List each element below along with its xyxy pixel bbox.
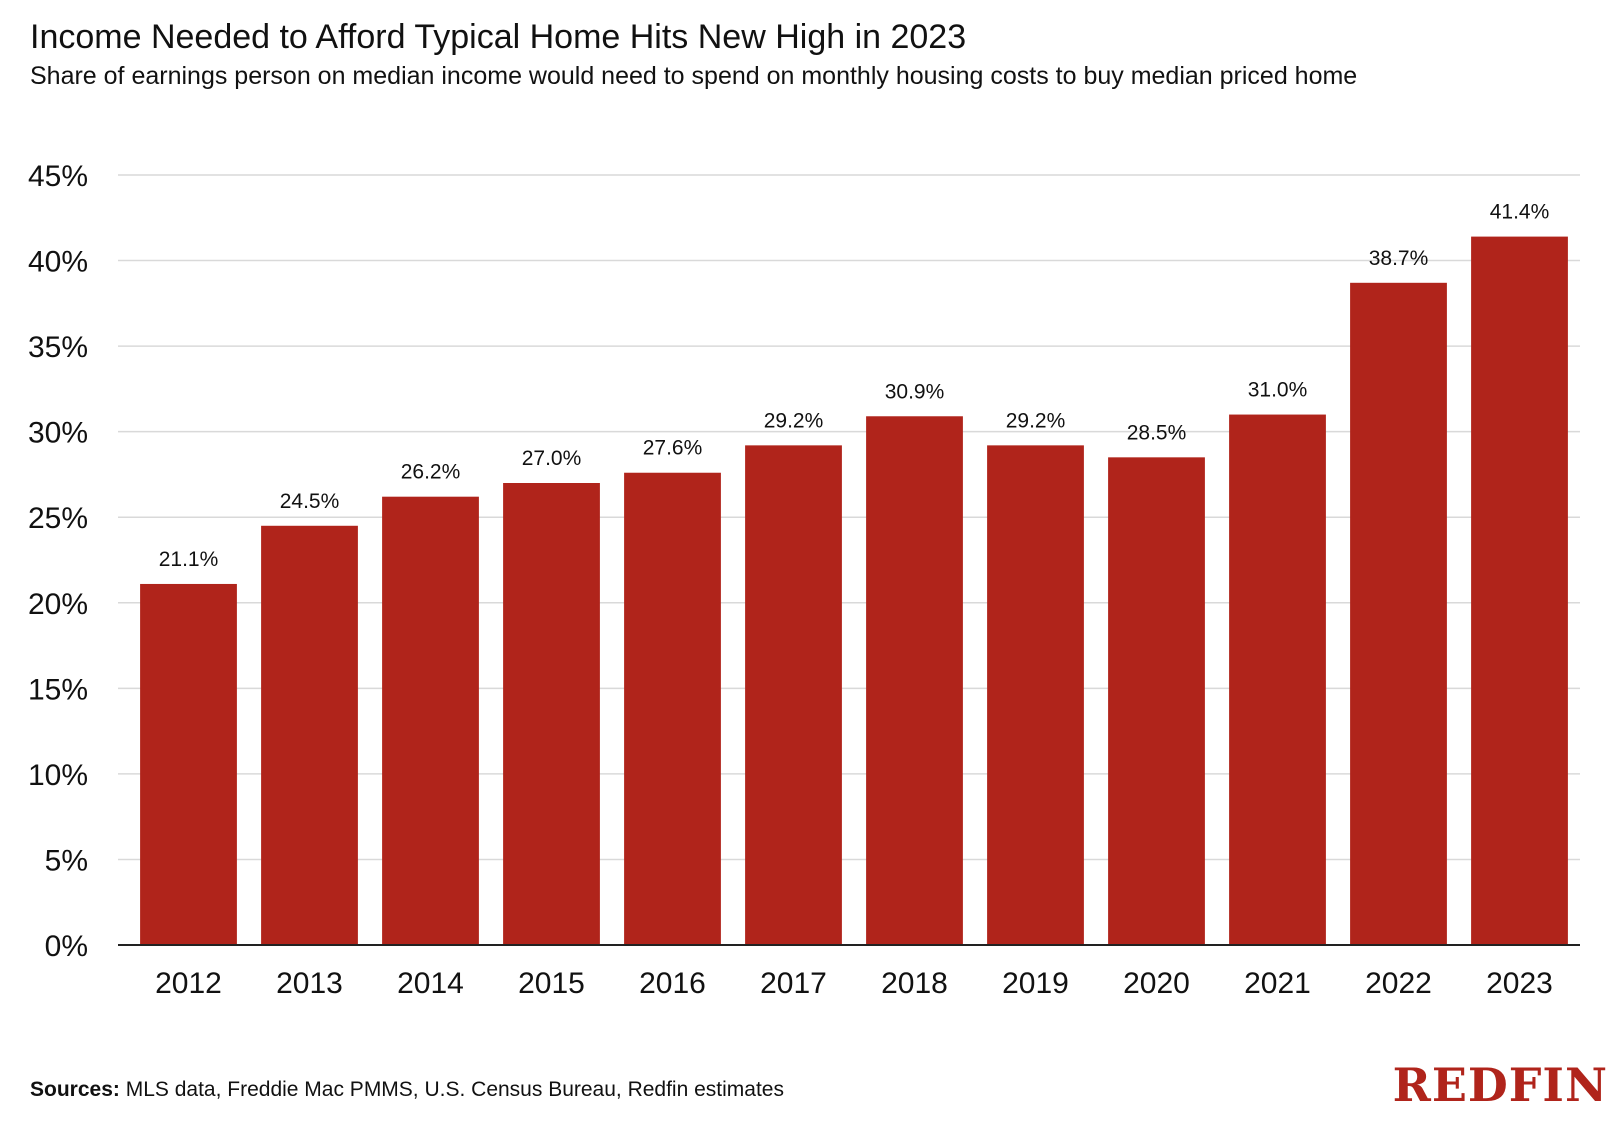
data-label-2020: 28.5% [1127, 421, 1187, 444]
chart-subtitle: Share of earnings person on median incom… [30, 62, 1358, 90]
x-tick-label-2014: 2014 [397, 967, 464, 1000]
bar-2013 [261, 525, 358, 945]
data-label-2019: 29.2% [1006, 409, 1066, 432]
bar-2022 [1350, 282, 1447, 945]
y-tick-label: 45% [28, 160, 88, 193]
y-tick-label: 10% [28, 759, 88, 792]
y-tick-label: 5% [45, 844, 88, 877]
y-tick-label: 30% [28, 417, 88, 450]
x-axis-labels: 2012 2013 2014 2015 2016 2017 2018 2019 2020 2021… [155, 967, 1553, 1000]
x-tick-label-2017: 2017 [760, 967, 827, 1000]
x-tick-label-2019: 2019 [1002, 967, 1069, 1000]
x-tick-label-2018: 2018 [881, 967, 948, 1000]
bar-chart: 0%5%10%15%20%25%30%35%40%45% 21.1%24.5%2… [28, 160, 1580, 1000]
y-tick-label: 0% [45, 930, 88, 963]
gridlines [118, 174, 1580, 861]
x-tick-label-2016: 2016 [639, 967, 706, 1000]
x-tick-label-2022: 2022 [1365, 967, 1432, 1000]
bar-2020 [1108, 457, 1205, 945]
bar-2012 [140, 583, 237, 945]
data-label-2022: 38.7% [1369, 247, 1429, 270]
x-tick-label-2021: 2021 [1244, 967, 1311, 1000]
bar-2015 [503, 483, 600, 945]
bar-2018 [866, 416, 963, 945]
data-label-2018: 30.9% [885, 380, 945, 403]
redfin-logo: REDFIN [1392, 1058, 1608, 1112]
y-axis-ticks: 0% 5% 10% 15% 20% 25% 30% 35% 40% 45% [28, 160, 88, 963]
data-label-2013: 24.5% [280, 490, 340, 513]
bar-2019 [987, 445, 1084, 945]
bar-2023 [1471, 236, 1568, 946]
bar-2014 [382, 496, 479, 945]
chart-title: Income Needed to Afford Typical Home Hit… [30, 18, 967, 56]
bar-2017 [745, 445, 842, 945]
data-label-2023: 41.4% [1490, 201, 1550, 224]
x-tick-label-2023: 2023 [1486, 967, 1553, 1000]
sources-note: Sources: MLS data, Freddie Mac PMMS, U.S… [30, 1078, 784, 1102]
data-label-2014: 26.2% [401, 461, 461, 484]
x-tick-label-2015: 2015 [518, 967, 585, 1000]
data-label-2021: 31.0% [1248, 379, 1308, 402]
y-tick-label: 35% [28, 331, 88, 364]
bars [140, 236, 1568, 946]
x-tick-label-2012: 2012 [155, 967, 222, 1000]
data-label-2017: 29.2% [764, 409, 824, 432]
y-tick-label: 40% [28, 246, 88, 279]
y-tick-label: 25% [28, 502, 88, 535]
x-tick-label-2020: 2020 [1123, 967, 1190, 1000]
sources-text: MLS data, Freddie Mac PMMS, U.S. Census … [119, 1078, 784, 1101]
bar-2021 [1229, 414, 1326, 945]
x-tick-label-2013: 2013 [276, 967, 343, 1000]
bar-2016 [624, 472, 721, 945]
data-label-2016: 27.6% [643, 437, 703, 460]
y-tick-label: 20% [28, 588, 88, 621]
data-labels: 21.1% 24.5% 26.2% 27.0% 27.6% 29.2% 30.9% 29.2%… [159, 201, 1550, 571]
data-label-2015: 27.0% [522, 447, 582, 470]
y-tick-label: 15% [28, 673, 88, 706]
sources-label: Sources: [30, 1078, 120, 1101]
data-label-2012: 21.1% [159, 548, 219, 571]
